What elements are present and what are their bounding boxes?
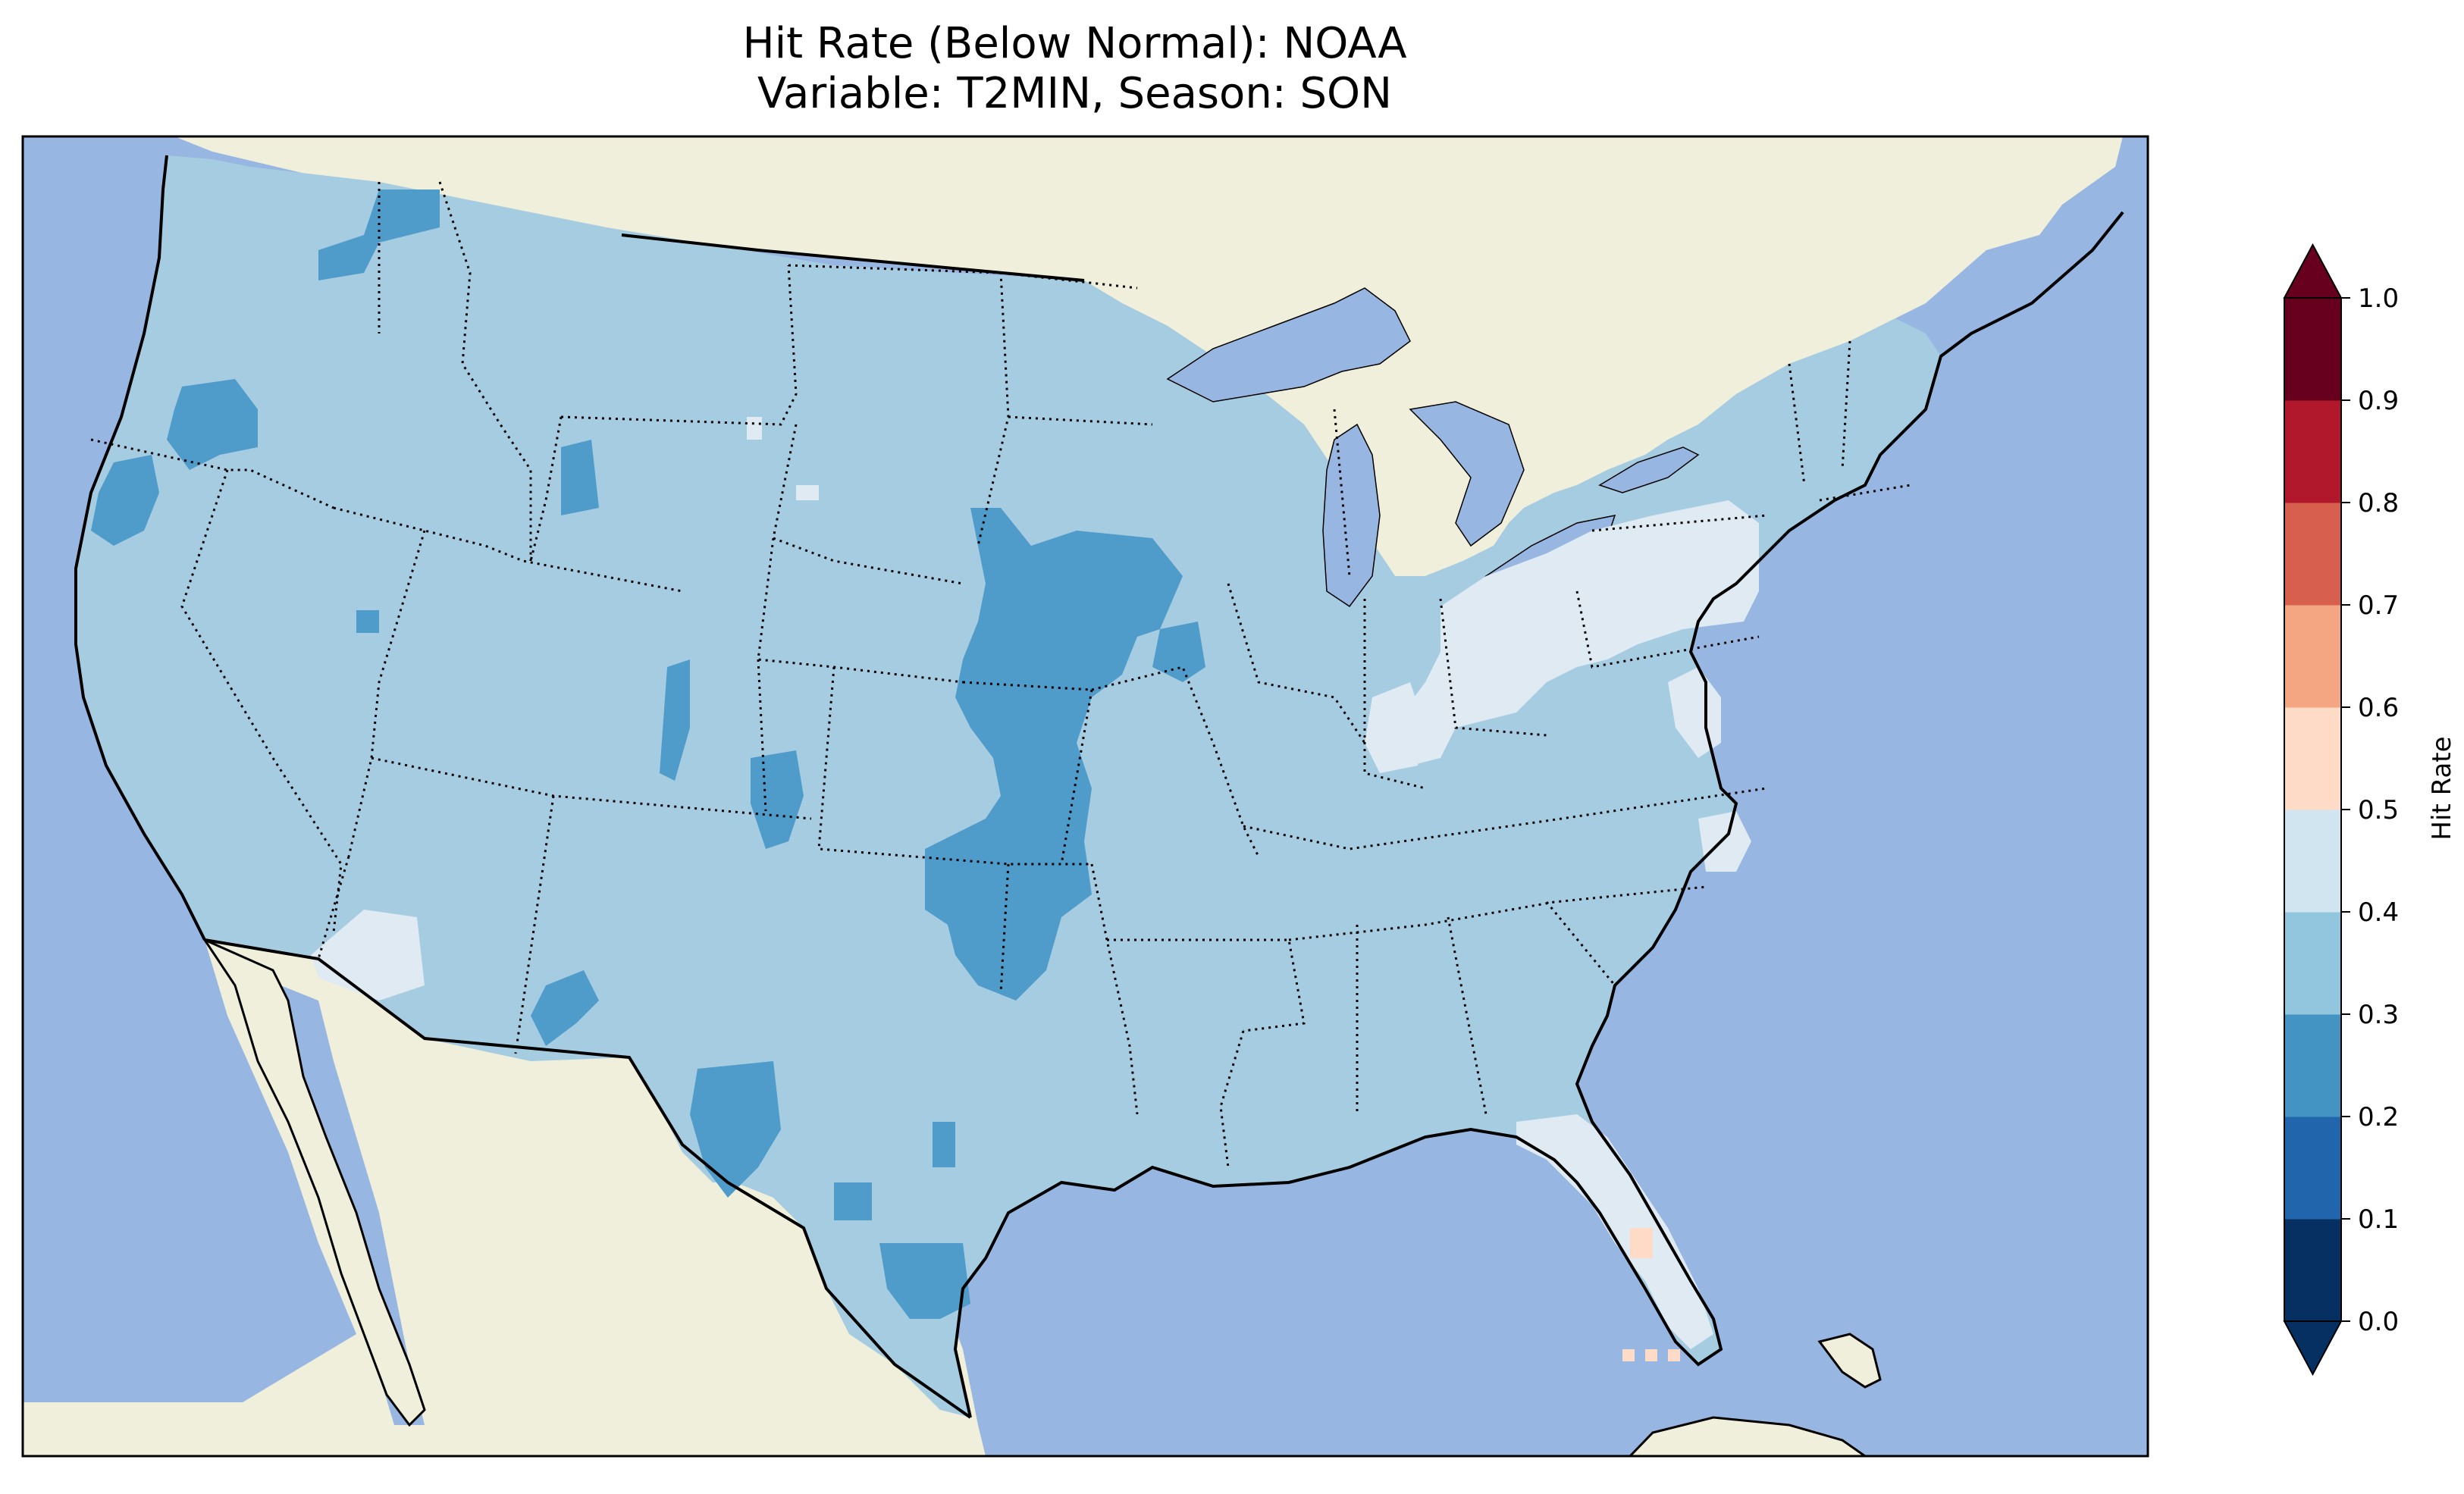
colorbar-tick-label: 1.0 [2358,283,2399,314]
patches-0-5-to-0-6 [1622,1228,1680,1361]
colorbar-bin-0.0-0.1 [2284,1219,2341,1322]
yucatan-land [1628,1416,1867,1456]
colorbar-tick-label: 0.0 [2358,1307,2399,1337]
map-frame [21,135,2149,1458]
lake-huron [1409,401,1525,547]
colorbar-tick-label: 0.2 [2358,1102,2399,1132]
colorbar-bin-0.3-0.4 [2284,912,2341,1015]
colorbar-bin-0.9-1.0 [2284,298,2341,401]
colorbar-bin-0.8-0.9 [2284,400,2341,503]
colorbar-bin-0.7-0.8 [2284,503,2341,606]
map-title-line2: Variable: T2MIN, Season: SON [757,69,1392,118]
lake-ontario [1598,446,1700,493]
map-layers [23,136,2148,1456]
colorbar-tick-label: 0.6 [2358,693,2399,723]
colorbar-bin-0.4-0.5 [2284,810,2341,913]
colorbar-extend-max [2283,243,2343,299]
colorbar-tick-label: 0.5 [2358,795,2399,825]
coastlines [74,155,2124,1419]
canada-land [174,136,2123,576]
colorbar-label: Hit Rate [2427,736,2457,840]
colorbar-tick-label: 0.9 [2358,386,2399,416]
colorbar-extend-min [2283,1320,2343,1377]
colorbar-bin-0.5-0.6 [2284,707,2341,810]
cuba-island [1817,1333,1882,1389]
lake-michigan [1322,423,1381,608]
colorbar-tick-label: 0.3 [2358,1000,2399,1030]
colorbar-tick-label: 0.7 [2358,590,2399,621]
baja-peninsula [201,937,426,1427]
map-title-line1: Hit Rate (Below Normal): NOAA [742,19,1407,68]
state-borders [90,181,1911,1168]
colorbar-bin-0.6-0.7 [2284,605,2341,708]
colorbar-tick-label: 0.4 [2358,897,2399,928]
lake-superior [1166,287,1411,402]
colorbar: 0.0 0.1 0.2 0.3 0.4 0.5 0.6 0.7 0.8 0.9 1.0 [2283,243,2399,1377]
colorbar-bin-0.2-0.3 [2284,1014,2341,1117]
patches-0-2-to-0-3 [91,189,1205,1319]
colorbar-tick-label: 0.8 [2358,488,2399,518]
colorbar-tick-label: 0.1 [2358,1204,2399,1235]
colorbar-bin-0.1-0.2 [2284,1117,2341,1220]
